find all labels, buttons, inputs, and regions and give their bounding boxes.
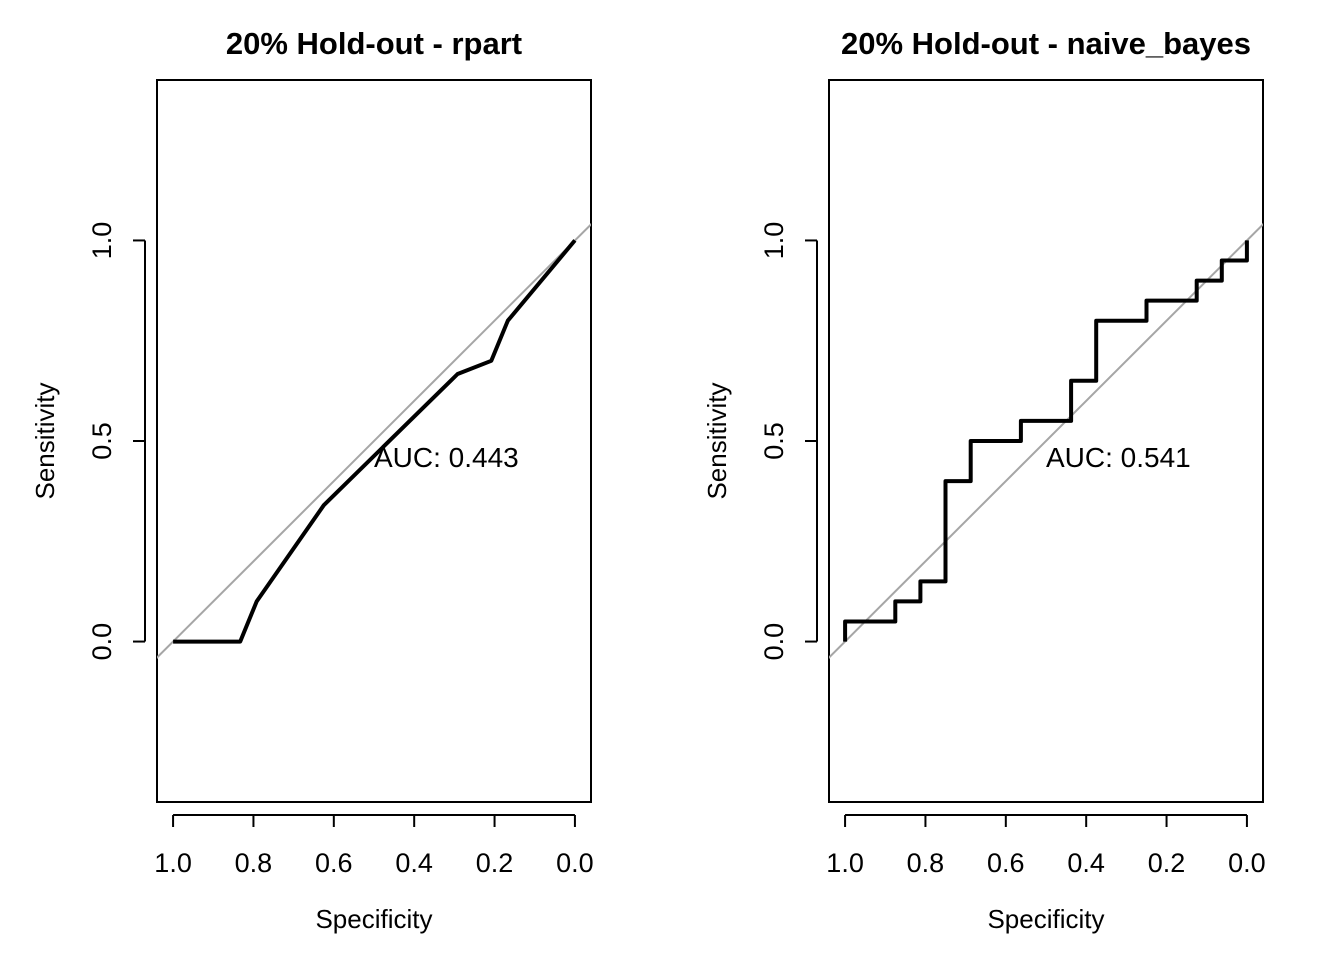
auc-label: AUC: 0.443 [374,442,519,473]
diagonal-reference-line [829,222,1263,660]
chart-title: 20% Hold-out - naive_bayes [841,26,1251,61]
y-axis-title: Sensitivity [30,382,60,499]
x-axis-title: Specificity [315,904,432,934]
chart-title: 20% Hold-out - rpart [226,26,522,61]
y-tick-label: 0.5 [87,422,117,460]
plot-frame [156,79,592,803]
y-tick-label: 0.5 [759,422,789,460]
x-tick-label: 1.0 [826,848,864,878]
roc-panel-rpart: 20% Hold-out - rpart 1.0 0.8 0.6 0.4 0.2 0.0 0.… [30,26,594,934]
roc-curve-naive-bayes [843,240,1249,642]
x-tick-label: 0.8 [235,848,273,878]
roc-curve-rpart [173,239,577,644]
y-tick-label: 1.0 [87,222,117,260]
auc-label: AUC: 0.541 [1046,442,1191,473]
x-tick-label: 0.2 [1148,848,1186,878]
x-tick-label: 0.8 [907,848,945,878]
roc-panel-naive-bayes: 20% Hold-out - naive_bayes 1.0 0.8 0.6 0.4 0.… [702,26,1266,934]
x-tick-label: 0.6 [987,848,1025,878]
diagonal-reference-line [157,222,591,660]
x-tick-label: 0.4 [395,848,433,878]
x-tick-label: 0.0 [1228,848,1266,878]
y-tick-label: 0.0 [759,623,789,661]
x-tick-label: 0.4 [1067,848,1105,878]
y-tick-label: 0.0 [87,623,117,661]
y-axis-title: Sensitivity [702,382,732,499]
y-tick-label: 1.0 [759,222,789,260]
x-tick-label: 0.6 [315,848,353,878]
x-tick-label: 0.0 [556,848,594,878]
x-tick-label: 1.0 [154,848,192,878]
x-tick-label: 0.2 [476,848,514,878]
x-axis-title: Specificity [987,904,1104,934]
plot-frame [828,79,1264,803]
